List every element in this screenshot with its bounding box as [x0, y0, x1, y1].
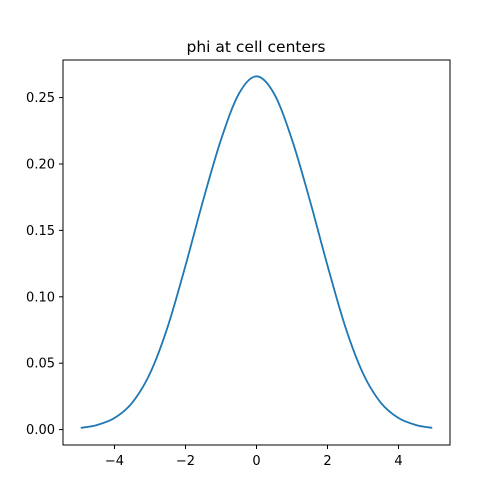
series-line-0	[80, 75, 433, 429]
y-tick-label: 0.00	[26, 423, 55, 438]
x-tick-label: −4	[105, 454, 124, 469]
y-tick-label: 0.05	[26, 357, 55, 372]
y-tick-label: 0.25	[26, 91, 55, 106]
x-tick-label: 2	[323, 454, 331, 469]
y-tick-label: 0.10	[26, 290, 55, 305]
x-tick-label: −2	[176, 454, 195, 469]
chart-title: phi at cell centers	[187, 38, 326, 56]
y-tick-label: 0.20	[26, 157, 55, 172]
y-axis: 0.00 0.05 0.10 0.15 0.20 0.25	[26, 91, 63, 438]
x-tick-label: 0	[252, 454, 260, 469]
plot-area-frame	[62, 59, 451, 446]
y-tick-label: 0.15	[26, 224, 55, 239]
series-layer	[80, 75, 433, 429]
x-axis: −4 −2 0 2 4	[105, 445, 403, 469]
x-tick-label: 4	[394, 454, 402, 469]
